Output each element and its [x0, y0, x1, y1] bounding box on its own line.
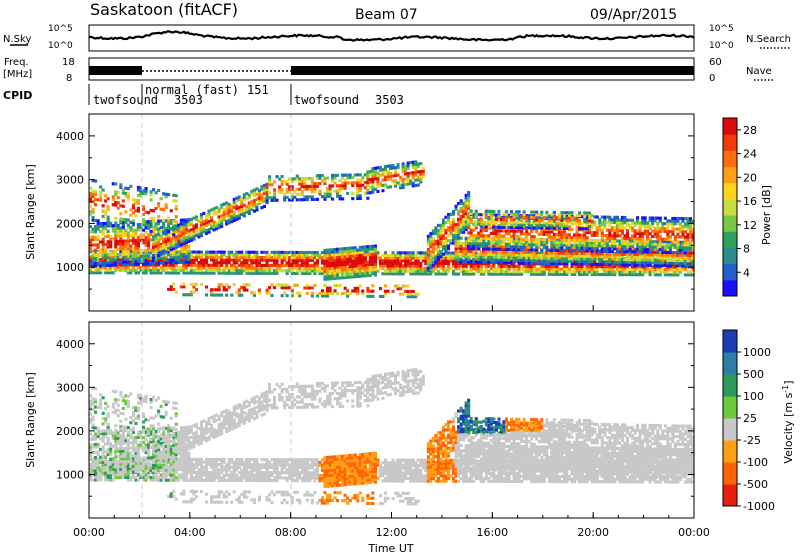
xtick-label: 00:00 — [678, 526, 710, 539]
nsky-trace — [88, 30, 695, 42]
velocity-panel: 1000 2000 3000 4000 00:00 04:00 08:00 12:00 16:… — [24, 305, 795, 554]
colorbar-tick: 12 — [743, 219, 757, 232]
velocity-cbar-label: Velocity [m s-1] — [781, 380, 795, 463]
freq-tick-bottom: 8 — [66, 73, 72, 84]
cpid-seg-2-name: normal (fast) — [145, 83, 239, 97]
freq-unit: [MHz] — [3, 69, 32, 80]
xtick-label: 00:00 — [73, 526, 105, 539]
nave-tick-bottom: 0 — [709, 73, 715, 84]
colorbar-tick: 24 — [743, 148, 757, 161]
power-colorbar: 4 8 12 16 20 24 28 — [722, 117, 757, 297]
ytick-label: 1000 — [56, 261, 84, 274]
colorbar-tick: 100 — [743, 390, 764, 403]
colorbar-tick: 28 — [743, 124, 757, 137]
colorbar-tick: 20 — [743, 171, 757, 184]
nsky-tick-bottom: 10^0 — [48, 41, 73, 51]
cpid-seg-1-name: twofsound — [93, 93, 158, 107]
cpid-row: CPID twofsound 3503 normal (fast) 151 tw… — [3, 83, 404, 107]
nsky-label: N.Sky — [3, 34, 31, 45]
ytick-label: 4000 — [56, 130, 84, 143]
ytick-label: 2000 — [56, 425, 84, 438]
nsearch-label: N.Search — [746, 34, 791, 45]
ytick-label: 3000 — [56, 174, 84, 187]
colorbar-tick: -1000 — [743, 500, 775, 513]
power-ylabel: Slant Range [km] — [24, 164, 37, 260]
colorbar-tick: 500 — [743, 368, 764, 381]
xtick-label: 20:00 — [577, 526, 609, 539]
freq-tick-top: 18 — [62, 57, 75, 68]
freq-panel: Freq. [MHz] 18 8 60 0 Nave — [3, 57, 774, 84]
colorbar-tick: -100 — [743, 456, 768, 469]
velocity-xlabel: Time UT — [367, 542, 413, 554]
ytick-label: 1000 — [56, 468, 84, 481]
power-cbar-label: Power [dB] — [760, 185, 773, 245]
ytick-label: 3000 — [56, 381, 84, 394]
xtick-label: 16:00 — [476, 526, 508, 539]
power-heatmap — [89, 160, 695, 299]
xtick-label: 04:00 — [174, 526, 206, 539]
xtick-label: 08:00 — [275, 526, 307, 539]
nave-label: Nave — [746, 66, 772, 77]
ytick-label: 2000 — [56, 217, 84, 230]
power-panel: 1000 2000 3000 4000 Slant Range [km] 4 8 12 16… — [24, 113, 773, 312]
velocity-ylabel: Slant Range [km] — [24, 372, 37, 468]
beam-title: Beam 07 — [355, 7, 418, 23]
colorbar-tick: 4 — [743, 266, 750, 279]
cpid-seg-1-id: 3503 — [174, 93, 203, 107]
velocity-heatmap — [89, 368, 695, 506]
xtick-label: 12:00 — [376, 526, 408, 539]
date-title: 09/Apr/2015 — [590, 7, 677, 23]
station-title: Saskatoon (fitACF) — [90, 0, 238, 19]
velocity-colorbar: 1000 500 100 25 -25 -100 -500 -1000 — [722, 329, 775, 513]
nave-tick-top: 60 — [709, 57, 722, 68]
colorbar-tick: 16 — [743, 195, 757, 208]
colorbar-tick: 25 — [743, 412, 757, 425]
nsky-panel: N.Sky 10^5 10^0 10^5 10^0 N.Search — [3, 24, 791, 52]
nsky-tick-top: 10^5 — [48, 24, 73, 34]
colorbar-tick: -25 — [743, 434, 761, 447]
cpid-seg-2-id: 151 — [247, 83, 269, 97]
cpid-seg-3-name: twofsound — [294, 93, 359, 107]
colorbar-tick: 8 — [743, 243, 750, 256]
nsearch-tick-bottom: 10^0 — [709, 41, 734, 51]
colorbar-tick: 1000 — [743, 346, 771, 359]
nsearch-tick-top: 10^5 — [709, 24, 734, 34]
cpid-seg-3-id: 3503 — [375, 93, 404, 107]
cpid-label: CPID — [3, 89, 32, 102]
ytick-label: 4000 — [56, 338, 84, 351]
freq-label: Freq. — [4, 57, 29, 68]
colorbar-tick: -500 — [743, 478, 768, 491]
